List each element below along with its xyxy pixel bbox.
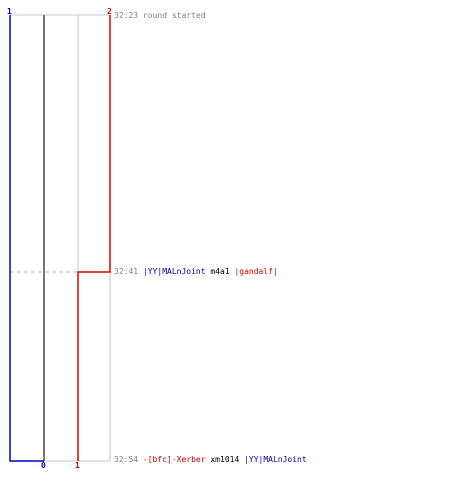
- player-1-path: [9, 15, 44, 462]
- bottom-label-right: 1: [75, 461, 80, 470]
- event-time: 32:54: [114, 455, 139, 464]
- top-label-right: 2: [107, 7, 112, 16]
- weapon-name: xm1014: [205, 455, 245, 464]
- event-round-start: 32:23 round started: [114, 11, 206, 21]
- event-time: 32:23: [114, 11, 139, 20]
- event-kill-1: 32:41 |YY|MALnJoint m4a1 |gandalf|: [114, 267, 278, 277]
- victim-name: |YY|MALnJoint: [244, 455, 307, 464]
- killer-name: |YY|MALnJoint: [142, 267, 206, 276]
- event-kill-2: 32:54 -[bfc]-Xerber xm1014 |YY|MALnJoint: [114, 455, 307, 465]
- bottom-label-left: 0: [41, 461, 46, 470]
- timeline-frame: [9, 14, 111, 462]
- event-message: round started: [142, 11, 206, 20]
- player-2-path: [77, 15, 111, 461]
- weapon-name: m4a1: [205, 267, 235, 276]
- victim-name: |gandalf|: [234, 267, 278, 276]
- top-label-left: 1: [7, 7, 12, 16]
- killer-name: -[bfc]-Xerber: [142, 455, 206, 464]
- event-time: 32:41: [114, 267, 139, 276]
